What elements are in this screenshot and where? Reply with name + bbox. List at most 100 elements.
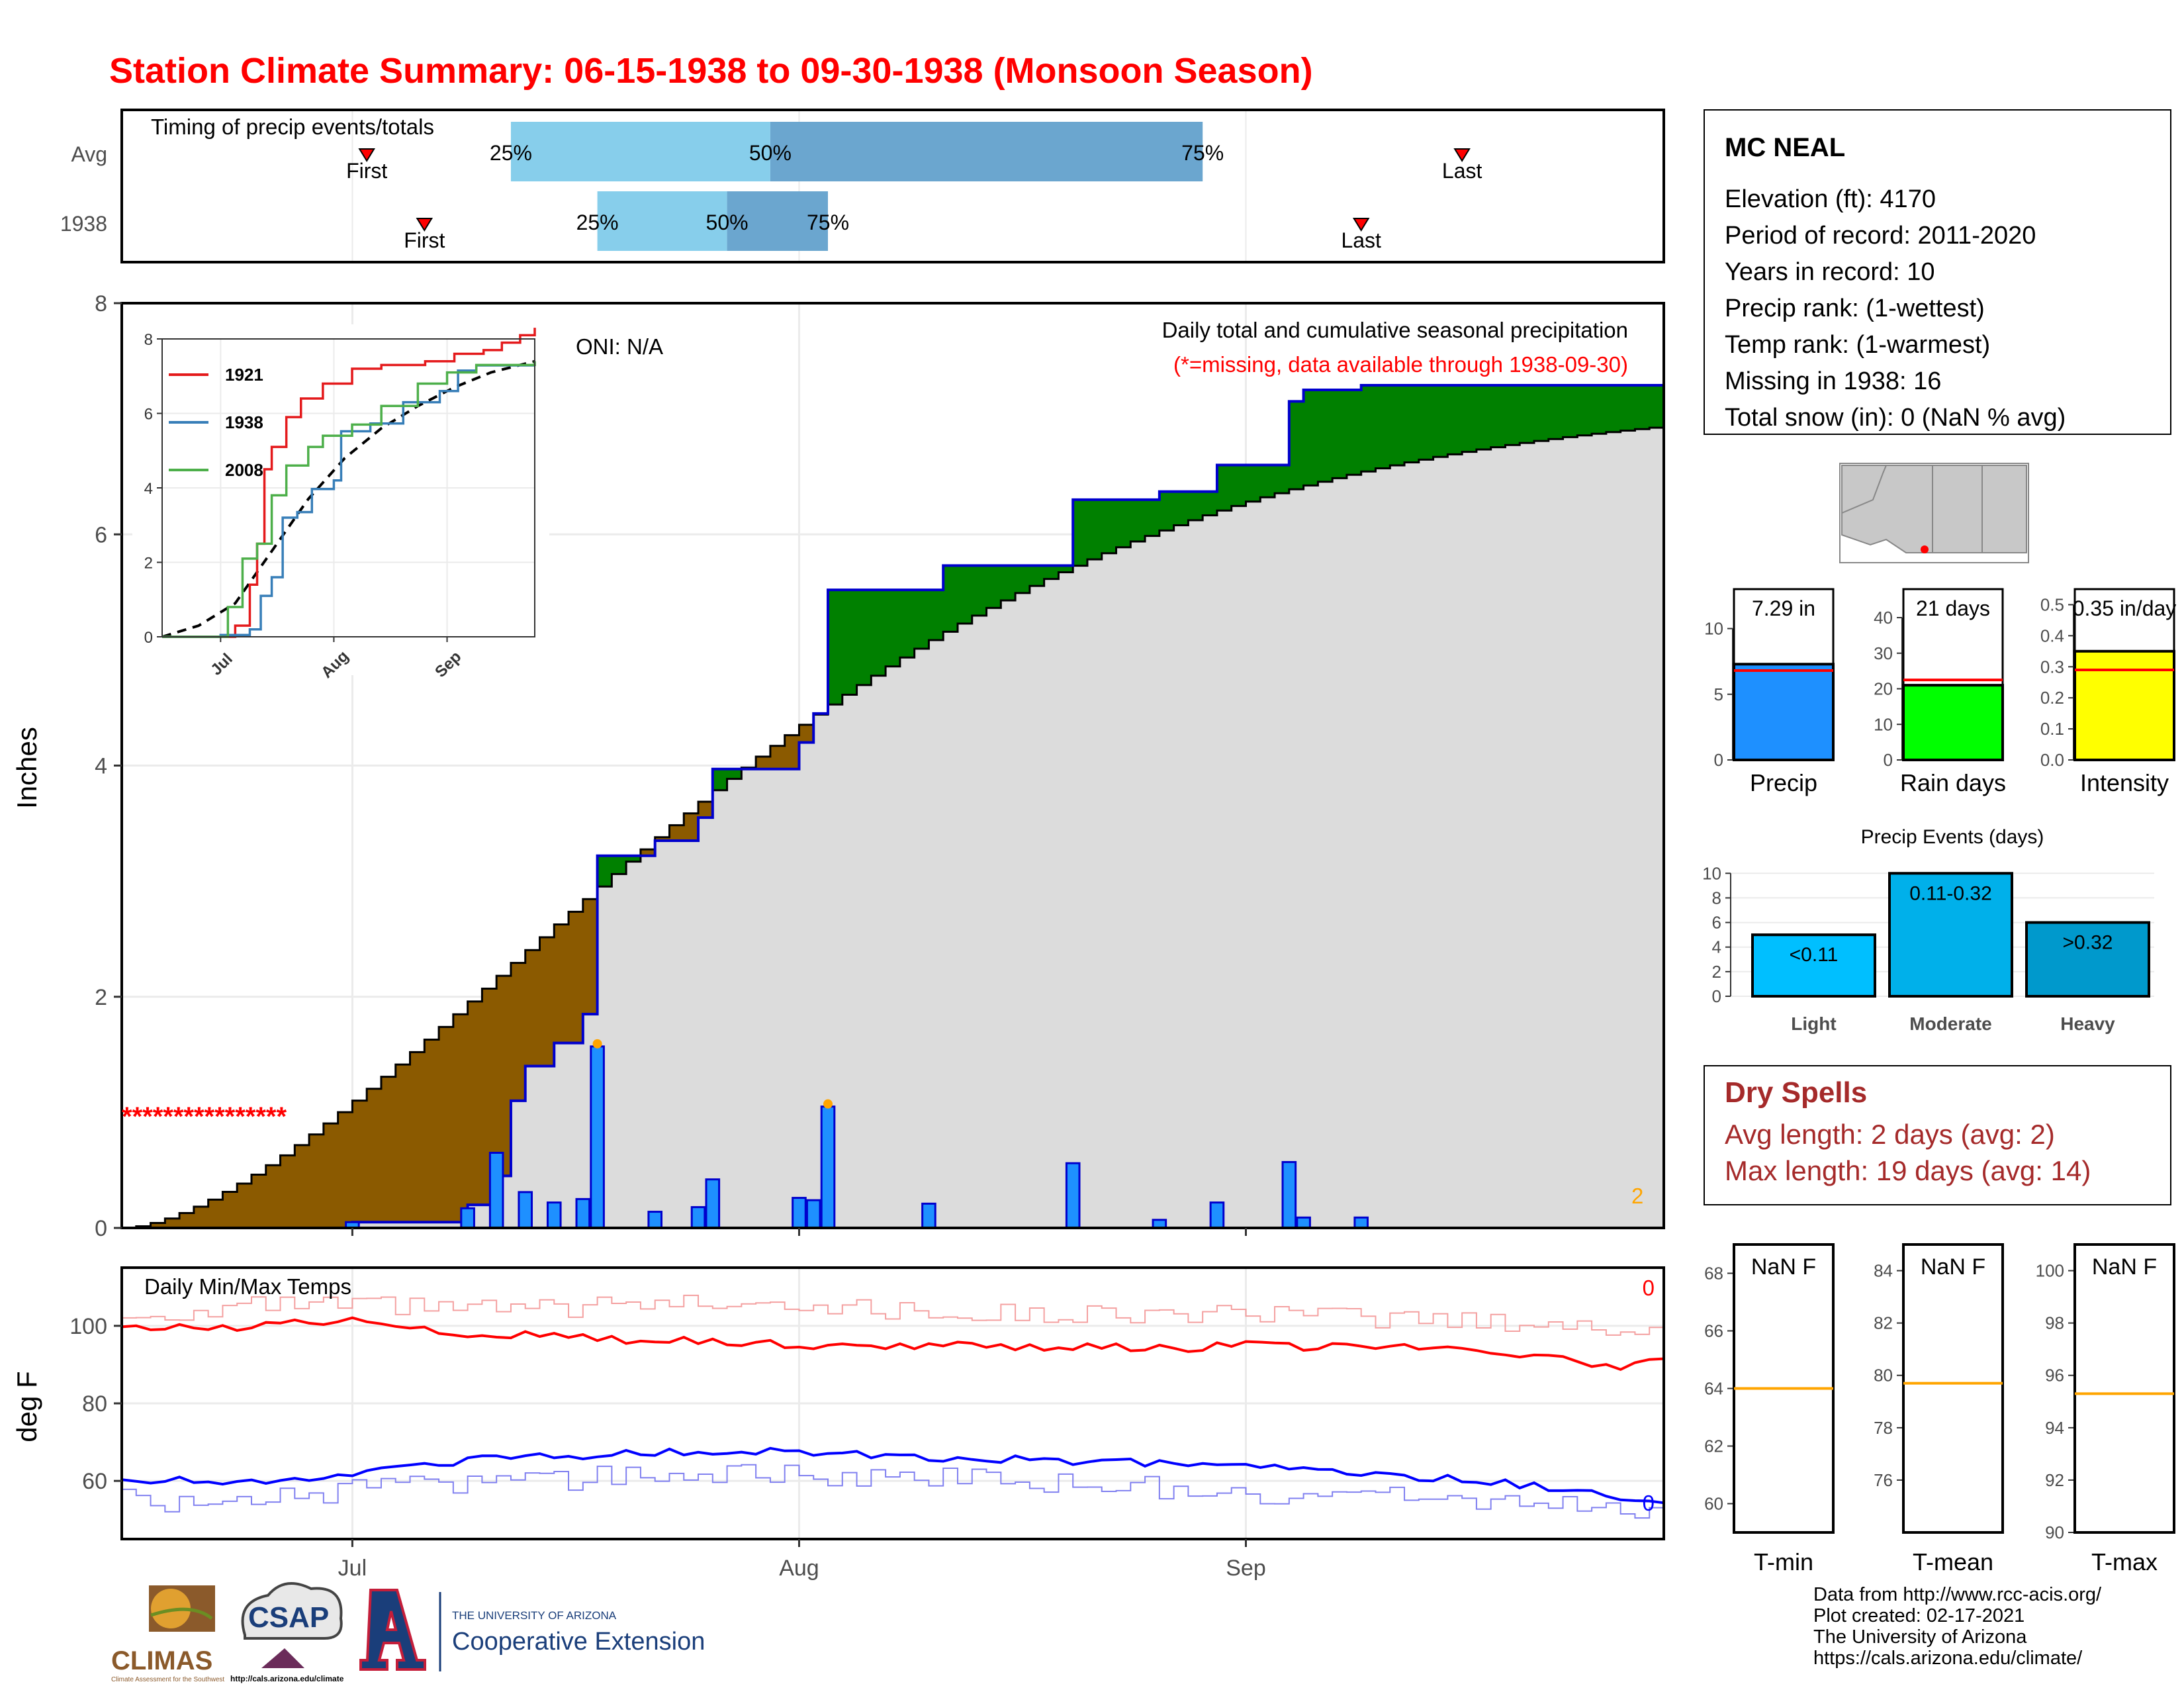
summary-value-bar-rain-days: [1902, 684, 2004, 761]
temps-xtick-label: Jul: [338, 1556, 367, 1581]
map-land: [1841, 465, 2027, 553]
temp-box-ytick-label: 68: [1704, 1264, 1723, 1284]
daily-precip-bar: [488, 1151, 504, 1229]
temps-panel: 60 80 100 Jul Aug Sep deg F Daily Min/Max Tem…: [11, 1266, 1665, 1581]
page-title: Station Climate Summary: 06-15-1938 to 0…: [109, 51, 1313, 91]
timing-first-marker: [358, 148, 375, 162]
credit-line: Plot created: 02-17-2021: [1813, 1605, 2025, 1626]
temps-ytick-label: 100: [69, 1314, 107, 1339]
inset-ytick-label: 0: [144, 629, 153, 647]
inset-ytick-label: 2: [144, 555, 153, 573]
station-info-line: Period of record: 2011-2020: [1725, 222, 2036, 250]
events-bar-heavy: [2025, 921, 2150, 998]
events-bar-label: >0.32: [2063, 932, 2113, 954]
temp-box-ytick-label: 100: [2036, 1261, 2064, 1281]
temp-box-category-label: T-max: [2091, 1548, 2158, 1575]
daily-precip-bar: [575, 1197, 591, 1229]
summary-ytick-label: 0.1: [2040, 719, 2064, 739]
daily-precip-bar: [1296, 1216, 1311, 1229]
temps-title: Daily Min/Max Temps: [144, 1274, 351, 1299]
summary-ytick-label: 40: [1874, 608, 1893, 628]
summary-category-label: Intensity: [2080, 769, 2169, 796]
tmax-record-line: [122, 1294, 1664, 1336]
temp-box-ytick-label: 96: [2045, 1366, 2064, 1385]
summary-ytick-label: 0: [1884, 750, 1893, 770]
daily-precip-bar: [921, 1202, 936, 1229]
summary-value-label: 21 days: [1916, 596, 1990, 620]
station-lines: Elevation (ft): 4170 Period of record: 20…: [1725, 185, 2066, 432]
timing-q25-q50-bar: [597, 191, 727, 251]
station-info-line: Missing in 1938: 16: [1725, 367, 1941, 395]
summary-ytick-label: 30: [1874, 643, 1893, 663]
temp-box-ytick-label: 60: [1704, 1494, 1723, 1514]
temp-box-frame-T-max: [2073, 1243, 2175, 1534]
map-borders: [1841, 465, 1983, 553]
timing-q50-q75-bar: [727, 191, 829, 251]
main-precip-panel: 0 2 4 6 8 Inches Daily total and cumulative …: [11, 291, 1665, 1241]
events-ytick-label: 0: [1712, 986, 1721, 1006]
missing-marker: ****************: [122, 1102, 287, 1131]
timing-first-label: First: [404, 228, 445, 252]
station-location-dot: [1921, 545, 1929, 553]
tmax-avg-line: [121, 1316, 1664, 1372]
main-subtitle: (*=missing, data available through 1938-…: [1173, 352, 1628, 377]
summary-ytick-label: 0.0: [2040, 750, 2064, 770]
station-name: MC NEAL: [1725, 133, 1845, 162]
credit-line: https://cals.arizona.edu/climate/: [1813, 1648, 2083, 1669]
timing-first-marker: [416, 218, 433, 232]
tmin-avg-line: [121, 1446, 1664, 1505]
dry-spells-avg: Avg length: 2 days (avg: 2): [1725, 1119, 2055, 1150]
daily-precip-bar: [792, 1197, 807, 1229]
timing-first-label: First: [346, 159, 387, 183]
events-bar-moderate: [1888, 872, 2013, 998]
daily-precip-bar: [690, 1206, 706, 1229]
inset-series-line-2008: [162, 361, 536, 638]
temps-xtick-label: Aug: [779, 1556, 819, 1581]
events-category-label: Heavy: [2060, 1013, 2115, 1034]
station-info-line: Years in record: 10: [1725, 258, 1935, 286]
temp-box-ytick-label: 76: [1874, 1470, 1893, 1490]
temp-box-ytick-label: 98: [2045, 1313, 2064, 1333]
timing-p75-label: 75%: [807, 211, 849, 234]
temp-box-frame-T-mean: [1902, 1243, 2004, 1534]
daily-precip-bar: [820, 1105, 836, 1229]
summary-ytick-label: 10: [1704, 619, 1723, 639]
temp-box-category-label: T-mean: [1913, 1548, 1993, 1575]
csap-logo-text: CSAP: [248, 1601, 329, 1634]
above-average-cumulative-area: [597, 385, 1664, 887]
events-ytick-label: 2: [1712, 962, 1721, 982]
timing-frame: [120, 109, 1665, 263]
summary-value-bar-precip-total: [1733, 663, 1835, 761]
timing-q50-q75-bar: [770, 122, 1203, 181]
ua-small-text: THE UNIVERSITY OF ARIZONA: [452, 1609, 617, 1622]
ua-big-text: Cooperative Extension: [452, 1628, 705, 1656]
climas-logo-subtext: Climate Assessment for the Southwest: [111, 1676, 224, 1683]
csap-url: http://cals.arizona.edu/climate: [230, 1674, 344, 1683]
daily-precip-bar: [518, 1191, 533, 1229]
inset-legend-label: 1938: [225, 412, 263, 432]
precip-events-chart: Precip Events (days) <0.11 Light 0.11-0.32 M…: [1702, 826, 2154, 1034]
timing-row-label: Avg: [71, 142, 107, 166]
summary-ytick-label: 0.2: [2040, 688, 2064, 708]
average-cumulative-line: [122, 426, 1665, 1229]
station-info-line: Elevation (ft): 4170: [1725, 185, 1936, 213]
inset-series-line-1938: [162, 364, 535, 638]
station-frame: [1704, 109, 2171, 435]
credit-line: Data from http://www.rcc-acis.org/: [1813, 1584, 2102, 1605]
temp-summary-boxes: NaN F T-min 60 62 64 66 68 NaN F T-mean 76 78 80 82 8…: [1704, 1243, 2175, 1575]
temp-box-value-label: NaN F: [1751, 1254, 1816, 1280]
below-average-cumulative-area: [136, 724, 814, 1228]
flagged-daily-marker: [592, 1039, 602, 1049]
inset-ytick-label: 6: [144, 406, 153, 424]
main-ytick-label: 8: [95, 291, 107, 316]
timing-last-marker: [1453, 148, 1471, 162]
events-title: Precip Events (days): [1861, 826, 2044, 848]
timing-p25-label: 25%: [576, 211, 619, 234]
temp-box-ytick-label: 78: [1874, 1418, 1893, 1438]
events-bar-label: <0.11: [1790, 944, 1839, 966]
timing-rows: Avg 25% 50% 75% First Last 1938 25% 50% 75% First L…: [60, 122, 1482, 252]
summary-ytick-label: 0.3: [2040, 657, 2064, 677]
events-bar-label: 0.11-0.32: [1909, 882, 1992, 904]
